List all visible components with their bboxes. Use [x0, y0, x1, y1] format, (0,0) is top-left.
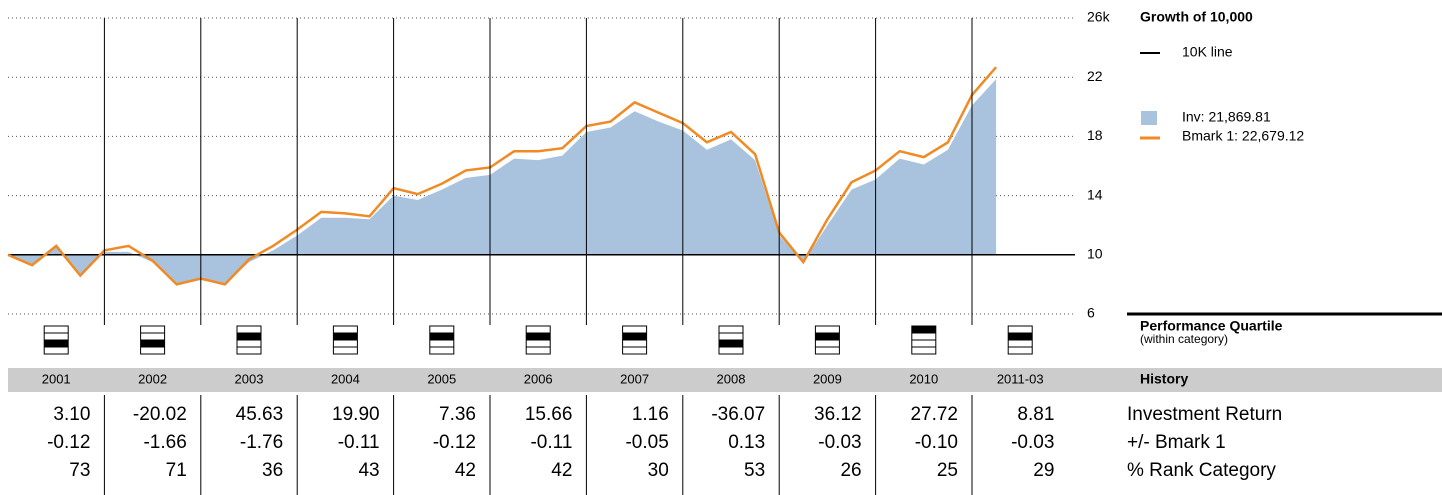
column-label: 2011-03 [997, 371, 1044, 386]
table-cell: -20.02 [133, 404, 187, 425]
table-cell: -0.12 [433, 432, 476, 453]
quartile-mark [237, 333, 261, 340]
table-cell: -1.76 [240, 432, 283, 453]
table-cell: 29 [1033, 460, 1054, 481]
table-cell: 43 [358, 460, 379, 481]
legend-swatch [1141, 111, 1157, 125]
table-cell: 71 [166, 460, 187, 481]
table-cell: 45.63 [236, 404, 284, 425]
column-label: 2005 [427, 371, 456, 386]
table-cell: 0.13 [728, 432, 765, 453]
y-tick-label: 18 [1087, 127, 1103, 143]
row-label: Investment Return [1127, 404, 1282, 425]
column-label: 2002 [138, 371, 167, 386]
table-cell: 19.90 [332, 404, 380, 425]
column-label: 2003 [235, 371, 264, 386]
history-band [8, 368, 1442, 392]
table-cell: -0.10 [915, 432, 958, 453]
quartile-mark [719, 340, 743, 347]
table-cell: 3.10 [53, 404, 90, 425]
row-label: % Rank Category [1127, 460, 1276, 481]
table-cell: -0.03 [1011, 432, 1054, 453]
table-cell: -0.03 [818, 432, 861, 453]
y-tick-label: 26k [1087, 9, 1111, 25]
table-cell: 8.81 [1017, 404, 1054, 425]
column-label: 2004 [331, 371, 360, 386]
quartile-mark [911, 326, 936, 333]
table-cell: 7.36 [439, 404, 476, 425]
y-tick-label: 22 [1087, 68, 1103, 84]
table-cell: 26 [840, 460, 861, 481]
table-cell: 30 [648, 460, 669, 481]
quartile-mark [44, 340, 69, 347]
table-cell: 15.66 [525, 404, 573, 425]
column-label: 2006 [524, 371, 553, 386]
table-cell: -36.07 [711, 404, 765, 425]
column-label: 2007 [620, 371, 649, 386]
table-cell: 73 [69, 460, 90, 481]
quartile-mark [815, 333, 840, 340]
table-cell: 36 [262, 460, 283, 481]
legend-label: 10K line [1182, 44, 1233, 60]
table-cell: 36.12 [814, 404, 862, 425]
table-cell: 27.72 [910, 404, 958, 425]
table-cell: -0.05 [625, 432, 668, 453]
quartile-mark [429, 333, 454, 340]
line [7, 66, 998, 286]
legend-label: Inv: 21,869.81 [1182, 109, 1271, 125]
quartile-mark [622, 333, 647, 340]
y-tick-label: 14 [1087, 186, 1103, 202]
table-cell: 1.16 [632, 404, 669, 425]
row-label: +/- Bmark 1 [1127, 432, 1226, 453]
history-title: History [1140, 371, 1188, 387]
area [8, 79, 997, 285]
quartile-mark [333, 333, 358, 340]
quartile-mark [140, 340, 165, 347]
table-cell: -0.11 [338, 432, 380, 453]
column-label: 2009 [813, 371, 842, 386]
table-cell: 25 [937, 460, 958, 481]
chart-title: Growth of 10,000 [1140, 9, 1253, 25]
table-cell: -0.12 [47, 432, 90, 453]
quartile-title: Performance Quartile [1140, 318, 1283, 334]
quartile-mark [1008, 333, 1033, 340]
quartile-mark [526, 333, 551, 340]
column-label: 2001 [42, 371, 71, 386]
y-tick-label: 10 [1087, 246, 1103, 262]
table-cell: -1.66 [143, 432, 186, 453]
y-tick-label: 6 [1087, 305, 1095, 321]
table-cell: 42 [455, 460, 476, 481]
quartile-subtitle: (within category) [1140, 332, 1228, 346]
table-cell: 42 [551, 460, 572, 481]
table-cell: 53 [744, 460, 765, 481]
column-label: 2010 [909, 371, 938, 386]
column-label: 2008 [717, 371, 746, 386]
legend-label: Bmark 1: 22,679.12 [1182, 128, 1304, 144]
table-cell: -0.11 [530, 432, 572, 453]
